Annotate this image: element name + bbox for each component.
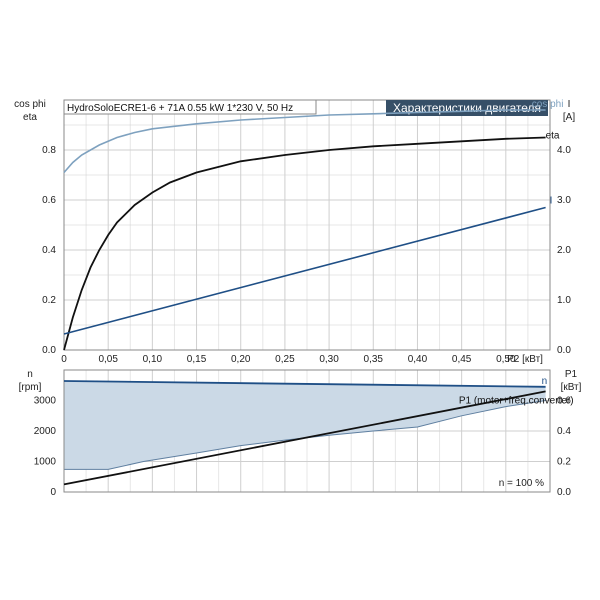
y-right-label-kw: [кВт]: [561, 382, 582, 393]
bottom-y-right-tick-label: 0.0: [557, 487, 571, 498]
x-tick-label: 0: [61, 354, 67, 365]
x-tick-label: 0,50: [496, 354, 516, 365]
y-left-tick-label: 0.4: [42, 245, 56, 256]
x-tick-label: 0,40: [408, 354, 428, 365]
bottom-plot-series: n P1 (motor+freq.converter): [63, 376, 574, 486]
series-label-eta: eta: [546, 131, 560, 142]
bottom-y-right-tick-label: 0.4: [557, 426, 571, 437]
bottom-plot-ticks: 0 1000 2000 3000 0.0 0.2 0.4 0.6: [34, 396, 572, 499]
subtitle-box: [63, 99, 317, 115]
series-line-n: [63, 380, 546, 388]
y-right-label-p1: P1: [565, 369, 578, 380]
y-left-tick-label: 0.8: [42, 145, 56, 156]
y-right-tick-label: 4.0: [557, 145, 571, 156]
series-label-p1: P1 (motor+freq.converter): [459, 395, 574, 406]
y-left-tick-label: 0.0: [42, 345, 56, 356]
y-right-tick-label: 2.0: [557, 245, 571, 256]
top-plot-series: cos phi eta I: [63, 99, 564, 351]
top-plot-ticks: 0 0,05 0,10 0,15 0,20 0,25 0,30 0,35 0,40 0,45 0,5…: [42, 145, 571, 365]
y-right-tick-label: 0.0: [557, 345, 571, 356]
x-tick-label: 0,10: [143, 354, 163, 365]
speed-range-band: [64, 381, 546, 470]
y-right-tick-label: 3.0: [557, 195, 571, 206]
x-axis-label: P2 [кВт]: [507, 354, 543, 365]
bottom-y-left-tick-label: 2000: [34, 426, 57, 437]
series-label-i: I: [550, 196, 553, 207]
y-right-tick-label: 1.0: [557, 295, 571, 306]
y-left-label-rpm: [rpm]: [19, 382, 42, 393]
x-tick-label: 0,45: [452, 354, 472, 365]
x-tick-label: 0,15: [187, 354, 207, 365]
y-left-tick-label: 0.6: [42, 195, 56, 206]
series-label-n: n: [542, 376, 548, 387]
y-right-label-a: [A]: [563, 112, 575, 123]
x-tick-label: 0,05: [98, 354, 118, 365]
bottom-y-right-tick-label: 0.6: [557, 396, 571, 407]
series-line-cos-phi: [63, 109, 546, 174]
y-left-label-cos-phi: cos phi: [14, 99, 46, 110]
y-left-label-n: n: [27, 369, 33, 380]
series-line-eta: [63, 136, 546, 351]
y-right-label-i: I: [568, 99, 571, 110]
bottom-plot-band: [64, 381, 546, 470]
x-tick-label: 0,35: [364, 354, 384, 365]
y-left-tick-label: 0.2: [42, 295, 56, 306]
x-tick-label: 0,20: [231, 354, 251, 365]
bottom-y-left-tick-label: 0: [50, 487, 56, 498]
series-line-p1: [63, 390, 546, 486]
bottom-y-left-tick-label: 3000: [34, 396, 57, 407]
bottom-plot-frame: [63, 369, 551, 493]
bottom-y-right-tick-label: 0.2: [557, 457, 571, 468]
x-tick-label: 0,25: [275, 354, 295, 365]
bottom-y-left-tick-label: 1000: [34, 457, 57, 468]
y-left-label-eta: eta: [23, 112, 37, 123]
x-tick-label: 0,30: [319, 354, 339, 365]
speed-annotation: n = 100 %: [499, 478, 544, 489]
series-label-cos-phi: cos phi: [532, 99, 564, 110]
chart-subtitle: HydroSoloECRE1-6 + 71A 0.55 kW 1*230 V, …: [67, 103, 293, 114]
series-line-i: [63, 206, 546, 335]
